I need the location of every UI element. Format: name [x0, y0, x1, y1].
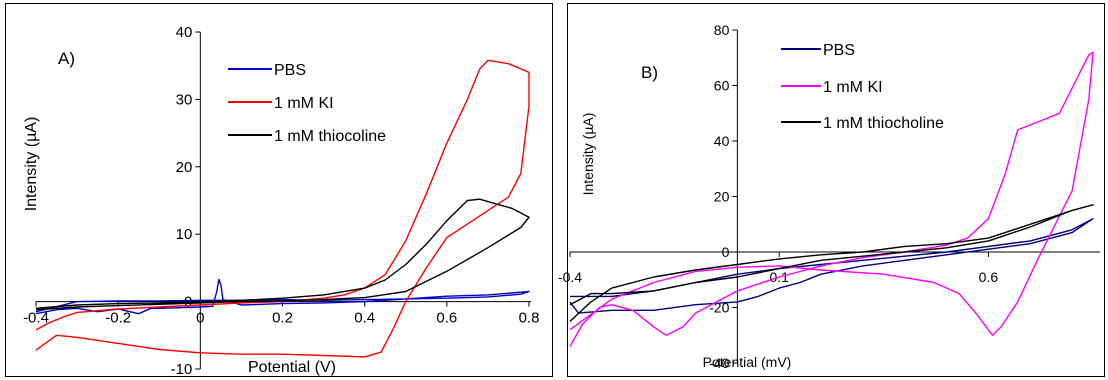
x-tick-label-a-6: 0.8 — [519, 310, 540, 327]
y-tick-label-b-2: 0 — [722, 244, 730, 260]
x-tick-label-b-2: 0.6 — [979, 269, 999, 285]
series-line-a-1 — [35, 59, 530, 358]
series-line-a-0 — [35, 278, 530, 315]
x-axis-title-b: Potential (mV) — [703, 354, 792, 370]
series-line-b-2 — [569, 204, 1094, 322]
panel-label-a: A) — [58, 49, 75, 68]
panel-label-b: B) — [641, 63, 658, 82]
x-tick-label-a-4: 0.4 — [354, 310, 375, 327]
y-tick-label-b-5: 60 — [714, 78, 730, 94]
legend-label-a-1: 1 mM KI — [274, 95, 334, 112]
y-axis-title-b: Intensity (µA) — [580, 113, 596, 196]
legend-label-a-2: 1 mM thiocoline — [274, 128, 386, 145]
chart-a-plot: A) Intensity (µA) Potential (V) PBS 1 mM… — [23, 24, 540, 378]
x-tick-label-a-3: 0.2 — [272, 310, 293, 327]
x-tick-label-a-0: -0.4 — [23, 310, 49, 327]
y-tick-label-b-3: 20 — [714, 189, 730, 205]
x-tick-label-a-2: 0 — [196, 310, 204, 327]
legend-label-b-1: 1 mM KI — [823, 79, 883, 96]
series-line-b-1 — [569, 51, 1094, 347]
y-tick-label-a-2: 10 — [176, 226, 193, 243]
y-tick-label-a-3: 20 — [176, 159, 193, 176]
legend-label-b-2: 1 mM thiocholine — [823, 115, 944, 132]
y-tick-label-a-5: 40 — [176, 24, 193, 41]
y-tick-label-b-1: -20 — [709, 300, 729, 316]
x-tick-label-b-0: -0.4 — [558, 269, 582, 285]
legend-label-a-0: PBS — [274, 62, 306, 79]
y-tick-label-b-6: 80 — [714, 22, 730, 38]
chart-panel-b: B) Intensity (µA) Potential (mV) PBS 1 m… — [558, 3, 1105, 377]
y-tick-label-a-4: 30 — [176, 91, 193, 108]
series-line-a-2 — [35, 198, 530, 311]
x-axis-title-a: Potential (V) — [248, 359, 336, 376]
y-tick-label-a-0: -10 — [171, 361, 193, 378]
chart-panel-a: A) Intensity (µA) Potential (V) PBS 1 mM… — [5, 3, 553, 378]
x-tick-label-a-5: 0.6 — [436, 310, 457, 327]
legend-label-b-0: PBS — [823, 42, 855, 59]
y-tick-label-b-4: 40 — [714, 133, 730, 149]
y-axis-title-a: Intensity (µA) — [23, 117, 40, 212]
x-tick-label-a-1: -0.2 — [105, 310, 131, 327]
chart-b-plot: B) Intensity (µA) Potential (mV) PBS 1 m… — [558, 22, 1100, 371]
y-tick-label-b-0: -40 — [709, 355, 729, 371]
